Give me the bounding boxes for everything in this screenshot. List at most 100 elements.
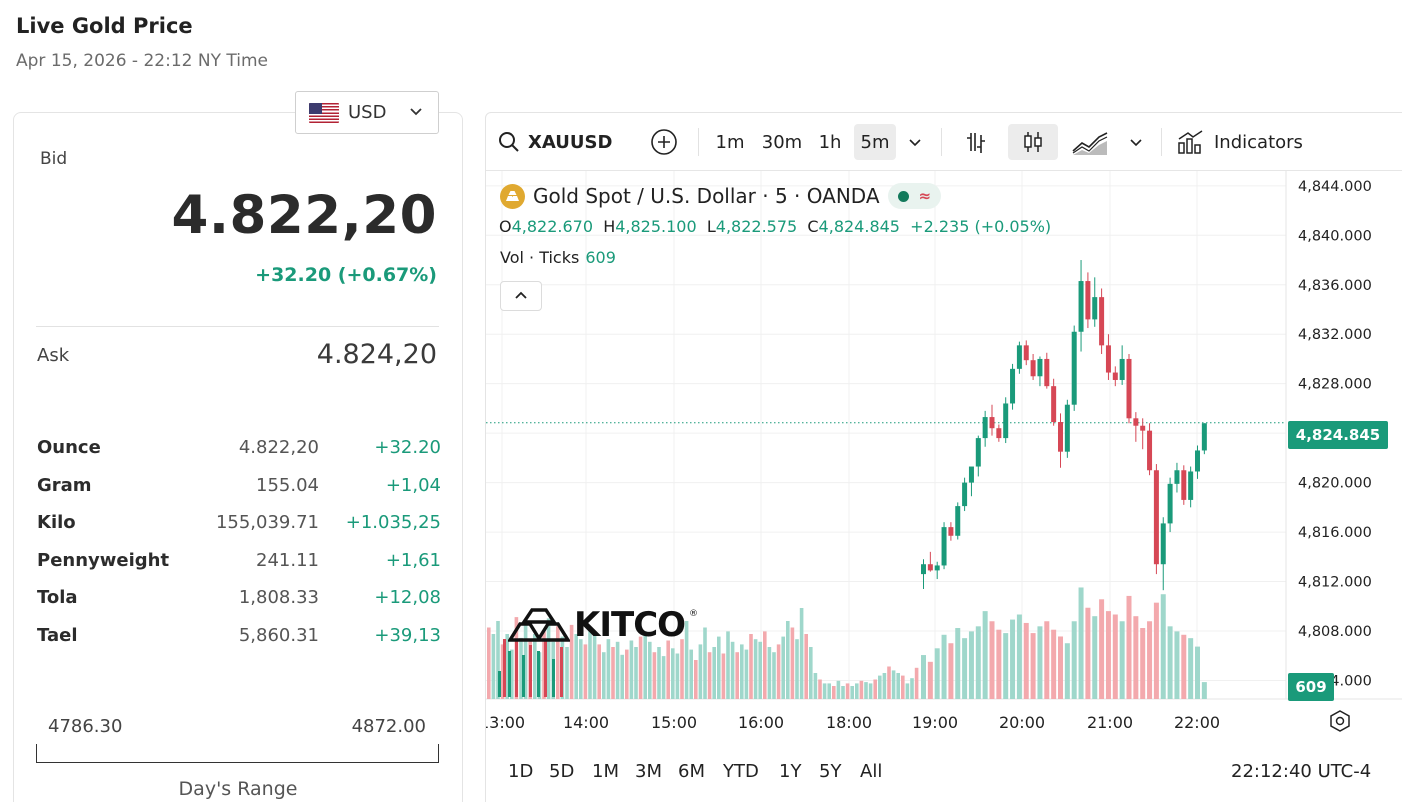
candle-body <box>515 641 518 697</box>
volume-bar <box>657 647 661 699</box>
bid-change: +32.20 (+0.67%) <box>255 264 437 286</box>
range-3m[interactable]: 3M <box>635 761 662 782</box>
volume-legend: Vol · Ticks 609 <box>500 248 616 267</box>
price-axis-label: 4,820.000 <box>1298 476 1372 492</box>
candles-icon <box>1024 132 1042 152</box>
volume-bar <box>982 611 988 699</box>
candle-body <box>996 428 1002 439</box>
volume-bar <box>827 683 831 699</box>
chart-symbol-title: Gold Spot / U.S. Dollar · 5 · OANDA <box>533 184 880 208</box>
volume-bar <box>955 628 961 699</box>
interval-5m[interactable]: 5m <box>854 124 896 160</box>
volume-bar <box>625 649 629 699</box>
volume-bar <box>652 652 657 699</box>
volume-bar <box>927 661 933 699</box>
day-range-high: 4872.00 <box>351 716 426 737</box>
volume-bar <box>786 621 790 699</box>
volume-bar <box>882 673 887 699</box>
volume-bar <box>1188 638 1194 699</box>
symbol-search[interactable]: XAUUSD <box>498 124 616 160</box>
candle-body <box>1133 418 1139 426</box>
candle-body <box>560 647 563 697</box>
range-6m[interactable]: 6M <box>678 761 705 782</box>
range-5y[interactable]: 5Y <box>819 761 842 782</box>
candle-body <box>1099 297 1105 346</box>
compare-button[interactable] <box>646 124 682 160</box>
unit-change: +1,61 <box>385 550 441 571</box>
volume-bar <box>721 653 726 699</box>
candle-body <box>1058 422 1063 452</box>
interval-30m[interactable]: 30m <box>761 131 803 153</box>
page-subtitle: Apr 15, 2026 - 22:12 NY Time <box>16 51 268 71</box>
volume-bar <box>975 626 981 699</box>
candle-body <box>1195 450 1200 472</box>
settings-hexagon-icon[interactable] <box>1328 709 1352 733</box>
candle-body <box>1126 358 1132 419</box>
market-open-dot-icon <box>897 190 909 202</box>
interval-1m[interactable]: 1m <box>715 131 745 153</box>
volume-bar <box>753 639 758 699</box>
volume-bar <box>735 652 739 699</box>
volume-bar <box>1105 611 1111 699</box>
time-axis-label: 22:00 <box>1174 713 1220 732</box>
range-all[interactable]: All <box>860 761 883 782</box>
candles-button[interactable] <box>1008 124 1058 160</box>
range-5d[interactable]: 5D <box>549 761 575 782</box>
volume-bar <box>1058 636 1063 699</box>
indicators-button[interactable]: Indicators <box>1176 124 1326 160</box>
unit-row-tola: Tola 1,808.33 +12,08 <box>37 587 441 613</box>
volume-bar <box>740 644 744 699</box>
volume-bar <box>896 673 900 699</box>
volume-bar <box>730 641 735 699</box>
volume-bar <box>873 679 877 699</box>
chart-type-dropdown[interactable] <box>1122 124 1150 160</box>
range-1m[interactable]: 1M <box>592 761 619 782</box>
candle-body <box>1160 523 1166 565</box>
bar-chart-button[interactable] <box>956 124 996 160</box>
candle-body <box>1051 386 1057 423</box>
volume-bar <box>934 648 940 699</box>
chart-legend-title: Gold Spot / U.S. Dollar · 5 · OANDA ≈ <box>500 183 942 209</box>
volume-label: Vol · Ticks <box>500 248 580 267</box>
day-range-label: Day's Range <box>178 778 298 800</box>
unit-name: Tael <box>37 625 78 646</box>
candle-body <box>1085 281 1091 320</box>
range-1d[interactable]: 1D <box>508 761 534 782</box>
volume-bar <box>638 636 643 699</box>
bid-label: Bid <box>40 149 68 169</box>
kitco-wordmark: KITCO <box>574 605 686 645</box>
volume-bar <box>841 686 845 699</box>
unit-price: 155,039.71 <box>215 512 319 533</box>
volume-bar <box>868 683 873 699</box>
volume-bar <box>799 608 804 699</box>
ohlc-values: O4,822.670 H4,825.100 L4,822.575 C4,824.… <box>499 217 1051 236</box>
area-chart-button[interactable] <box>1068 124 1112 160</box>
volume-bar <box>996 629 1002 699</box>
currency-selector[interactable]: USD <box>295 91 439 134</box>
volume-bar <box>1201 682 1207 699</box>
volume-bar <box>864 682 868 699</box>
us-flag-icon <box>309 102 339 123</box>
range-ytd[interactable]: YTD <box>723 761 759 782</box>
volume-bar <box>666 640 670 699</box>
interval-dropdown[interactable] <box>900 124 930 160</box>
volume-bar <box>758 641 762 699</box>
candle-body <box>934 565 940 571</box>
chevron-up-icon <box>515 291 527 299</box>
price-axis-label: 4,808.000 <box>1298 624 1372 640</box>
collapse-legend-button[interactable] <box>500 281 542 311</box>
time-axis-label: 16:00 <box>738 713 784 732</box>
market-status-pill[interactable]: ≈ <box>887 183 942 209</box>
interval-1h[interactable]: 1h <box>818 131 842 153</box>
unit-row-ounce: Ounce 4.822,20 +32.20 <box>37 437 441 463</box>
volume-bar <box>813 673 818 699</box>
volume-bar <box>1099 599 1105 699</box>
price-chart[interactable]: 4,844.000 4,840.000 4,836.000 4,832.000 4,82… <box>486 171 1402 751</box>
volume-bar <box>1030 633 1036 699</box>
volume-bar <box>694 660 698 699</box>
volume-bar <box>505 634 509 699</box>
unit-change: +1.035,25 <box>345 512 441 533</box>
range-1y[interactable]: 1Y <box>779 761 802 782</box>
price-axis-label: 4,828.000 <box>1298 377 1372 393</box>
volume-bar <box>1153 602 1159 699</box>
